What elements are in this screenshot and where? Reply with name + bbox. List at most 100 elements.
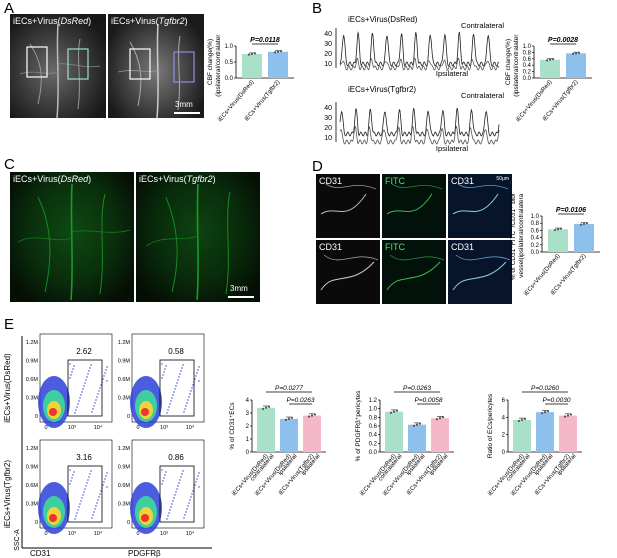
event-dot xyxy=(95,399,97,401)
contralateral-label: Contralateral xyxy=(461,21,504,30)
data-point xyxy=(571,52,575,56)
data-point xyxy=(261,407,265,410)
scale-bar xyxy=(228,296,254,298)
event-dot xyxy=(69,363,71,365)
event-dot xyxy=(170,506,172,508)
event-dot xyxy=(169,509,171,511)
event-dot xyxy=(192,490,194,492)
flow-y-tick: 1.2M xyxy=(26,340,39,346)
flow-x-tick: 10³ xyxy=(68,531,76,537)
event-dot xyxy=(94,508,96,510)
event-dot xyxy=(70,480,72,482)
event-dot xyxy=(103,481,105,483)
micrograph-merge-bottom: CD31 xyxy=(448,240,512,304)
data-point xyxy=(545,59,549,62)
y-axis-label: % of CD31⁺FITC⁻/CD31⁺ blood xyxy=(510,194,517,280)
vessel-pattern xyxy=(386,254,445,291)
flow-x-tick: 10⁴ xyxy=(186,424,195,431)
event-dot xyxy=(96,396,98,398)
event-dot xyxy=(88,370,90,372)
flow-y-tick: 0.3M xyxy=(118,502,131,508)
panel-b-cbf-traces: iECs+Virus(DsRed) Contralateral Ipsilatera… xyxy=(324,15,504,153)
data-point xyxy=(389,411,393,414)
panel-c-right-label: iECs+Virus(Tgfbr2) xyxy=(139,174,216,184)
event-dot xyxy=(165,471,167,473)
y-tick-label: 0.5 xyxy=(225,60,234,66)
vessel-pattern xyxy=(452,183,509,215)
event-dot xyxy=(93,511,95,513)
event-dot xyxy=(106,366,108,368)
data-point xyxy=(310,414,314,417)
event-dot xyxy=(84,488,86,490)
event-dot xyxy=(102,484,104,486)
flow-x-tick: 0 xyxy=(44,425,47,431)
event-dot xyxy=(105,475,107,477)
event-dot xyxy=(106,472,108,474)
flow-x-tick: 10⁴ xyxy=(94,424,103,431)
data-point xyxy=(582,222,586,226)
event-dot xyxy=(175,491,177,493)
ipsilateral-label: Ipsilateral xyxy=(436,69,468,78)
event-dot xyxy=(83,491,85,493)
data-point xyxy=(287,417,291,420)
data-point xyxy=(392,410,396,413)
event-dot xyxy=(185,511,187,513)
panel-d-bar-chart: % of CD31⁺FITC⁻/CD31⁺ blood vessel(ipsila… xyxy=(510,194,600,297)
vessel-pattern xyxy=(452,254,511,291)
panel-c-right-vessels xyxy=(145,183,231,301)
data-point xyxy=(553,228,557,232)
flow-y-tick: 0.9M xyxy=(118,359,131,365)
ipsilateral-trace xyxy=(339,57,500,71)
event-dot xyxy=(189,393,191,395)
y-tick-label: 0.2 xyxy=(531,243,540,249)
data-point xyxy=(415,423,419,426)
roi-box xyxy=(67,48,89,80)
event-dot xyxy=(88,476,90,478)
p-value: P=0.0263 xyxy=(286,397,314,404)
y-tick-label: 2 xyxy=(502,433,506,439)
event-dot xyxy=(183,517,185,519)
event-dot xyxy=(178,376,180,378)
event-dot xyxy=(162,480,164,482)
y-tick-label: 0.2 xyxy=(523,70,532,76)
flow-y-tick: 0 xyxy=(35,414,38,420)
event-dot xyxy=(74,518,76,520)
y-tick-label: 0.8 xyxy=(369,415,378,421)
flow-y-tick: 0.6M xyxy=(118,377,131,383)
data-point xyxy=(253,52,257,55)
label-fitc: FITC xyxy=(385,176,405,186)
bar xyxy=(303,415,321,452)
event-dot xyxy=(92,514,94,516)
event-dot xyxy=(186,402,188,404)
flow-y-tick: 0.3M xyxy=(118,396,131,402)
panel-a-bar-chart: CBF change(%) (ipsilateral/contralateral)… xyxy=(207,34,294,123)
flow-y-tick: 0.6M xyxy=(26,377,39,383)
trace-axis-tick: 10 xyxy=(324,135,332,142)
data-point xyxy=(517,419,521,423)
p-value: P=0.0030 xyxy=(542,397,570,404)
panel-c-left-label: iECs+Virus(DsRed) xyxy=(13,174,92,184)
roi-box xyxy=(129,48,151,80)
event-dot xyxy=(73,471,75,473)
data-point xyxy=(276,50,280,53)
event-dot xyxy=(79,503,81,505)
event-dot xyxy=(166,412,168,414)
bar xyxy=(566,53,586,78)
panel-e-flow-plots: iECs+Virus(DsRed) iECs+Virus(Tgfbr2)SSC-A… xyxy=(3,333,212,558)
event-dot xyxy=(189,499,191,501)
event-dot xyxy=(198,472,200,474)
y-axis-label: Ratio of ECs/pericytes xyxy=(487,393,494,458)
event-dot xyxy=(164,474,166,476)
event-dot xyxy=(87,479,89,481)
bar xyxy=(548,229,568,252)
event-dot xyxy=(173,497,175,499)
event-dot xyxy=(197,369,199,371)
event-dot xyxy=(102,378,104,380)
event-dot xyxy=(198,380,200,382)
flow-x-tick: 0 xyxy=(136,531,139,537)
gate-box xyxy=(159,359,195,417)
data-point xyxy=(438,417,442,420)
event-dot xyxy=(71,477,73,479)
bar xyxy=(280,418,298,452)
pdgfrb-axis-label: PDGFRβ xyxy=(128,549,161,558)
